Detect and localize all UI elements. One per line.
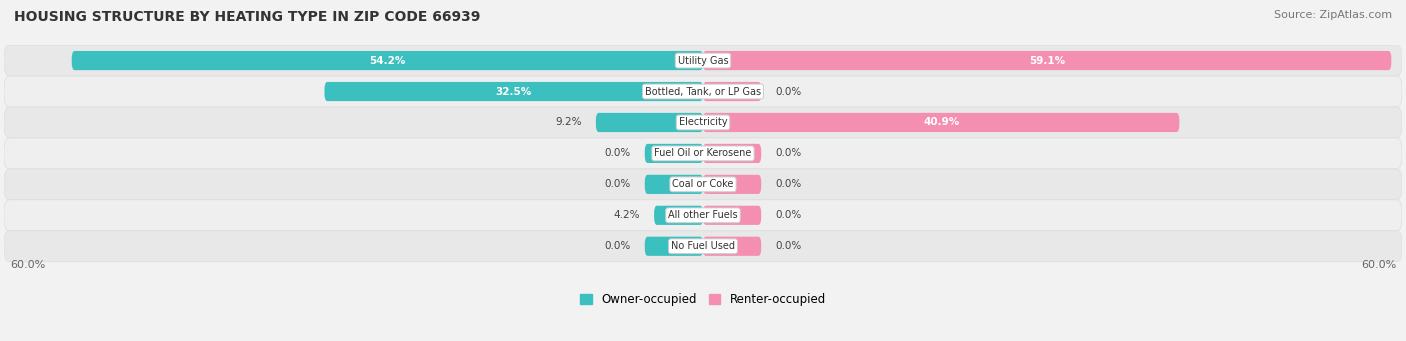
FancyBboxPatch shape — [596, 113, 703, 132]
FancyBboxPatch shape — [654, 206, 703, 225]
Text: 40.9%: 40.9% — [924, 117, 959, 128]
FancyBboxPatch shape — [703, 206, 761, 225]
FancyBboxPatch shape — [703, 237, 761, 256]
Text: 60.0%: 60.0% — [1361, 261, 1396, 270]
FancyBboxPatch shape — [4, 200, 1402, 231]
FancyBboxPatch shape — [4, 138, 1402, 169]
FancyBboxPatch shape — [703, 144, 761, 163]
Text: 59.1%: 59.1% — [1029, 56, 1066, 65]
Text: 4.2%: 4.2% — [613, 210, 640, 220]
Text: No Fuel Used: No Fuel Used — [671, 241, 735, 251]
Text: 0.0%: 0.0% — [775, 179, 801, 189]
Text: 0.0%: 0.0% — [775, 87, 801, 97]
Text: 32.5%: 32.5% — [495, 87, 531, 97]
Text: Bottled, Tank, or LP Gas: Bottled, Tank, or LP Gas — [645, 87, 761, 97]
FancyBboxPatch shape — [703, 51, 1392, 70]
Text: Coal or Coke: Coal or Coke — [672, 179, 734, 189]
FancyBboxPatch shape — [645, 175, 703, 194]
Legend: Owner-occupied, Renter-occupied: Owner-occupied, Renter-occupied — [575, 288, 831, 311]
FancyBboxPatch shape — [72, 51, 703, 70]
FancyBboxPatch shape — [4, 76, 1402, 107]
FancyBboxPatch shape — [4, 45, 1402, 76]
Text: Utility Gas: Utility Gas — [678, 56, 728, 65]
FancyBboxPatch shape — [703, 175, 761, 194]
Text: 0.0%: 0.0% — [605, 179, 631, 189]
Text: 0.0%: 0.0% — [605, 148, 631, 159]
Text: HOUSING STRUCTURE BY HEATING TYPE IN ZIP CODE 66939: HOUSING STRUCTURE BY HEATING TYPE IN ZIP… — [14, 10, 481, 24]
FancyBboxPatch shape — [4, 231, 1402, 262]
Text: 9.2%: 9.2% — [555, 117, 582, 128]
FancyBboxPatch shape — [325, 82, 703, 101]
FancyBboxPatch shape — [703, 113, 1180, 132]
Text: Source: ZipAtlas.com: Source: ZipAtlas.com — [1274, 10, 1392, 20]
Text: Fuel Oil or Kerosene: Fuel Oil or Kerosene — [654, 148, 752, 159]
Text: 0.0%: 0.0% — [775, 241, 801, 251]
Text: 0.0%: 0.0% — [775, 148, 801, 159]
FancyBboxPatch shape — [703, 82, 761, 101]
Text: Electricity: Electricity — [679, 117, 727, 128]
Text: All other Fuels: All other Fuels — [668, 210, 738, 220]
Text: 60.0%: 60.0% — [10, 261, 45, 270]
FancyBboxPatch shape — [645, 144, 703, 163]
FancyBboxPatch shape — [4, 169, 1402, 200]
Text: 0.0%: 0.0% — [775, 210, 801, 220]
Text: 54.2%: 54.2% — [370, 56, 405, 65]
FancyBboxPatch shape — [645, 237, 703, 256]
FancyBboxPatch shape — [4, 107, 1402, 138]
Text: 0.0%: 0.0% — [605, 241, 631, 251]
